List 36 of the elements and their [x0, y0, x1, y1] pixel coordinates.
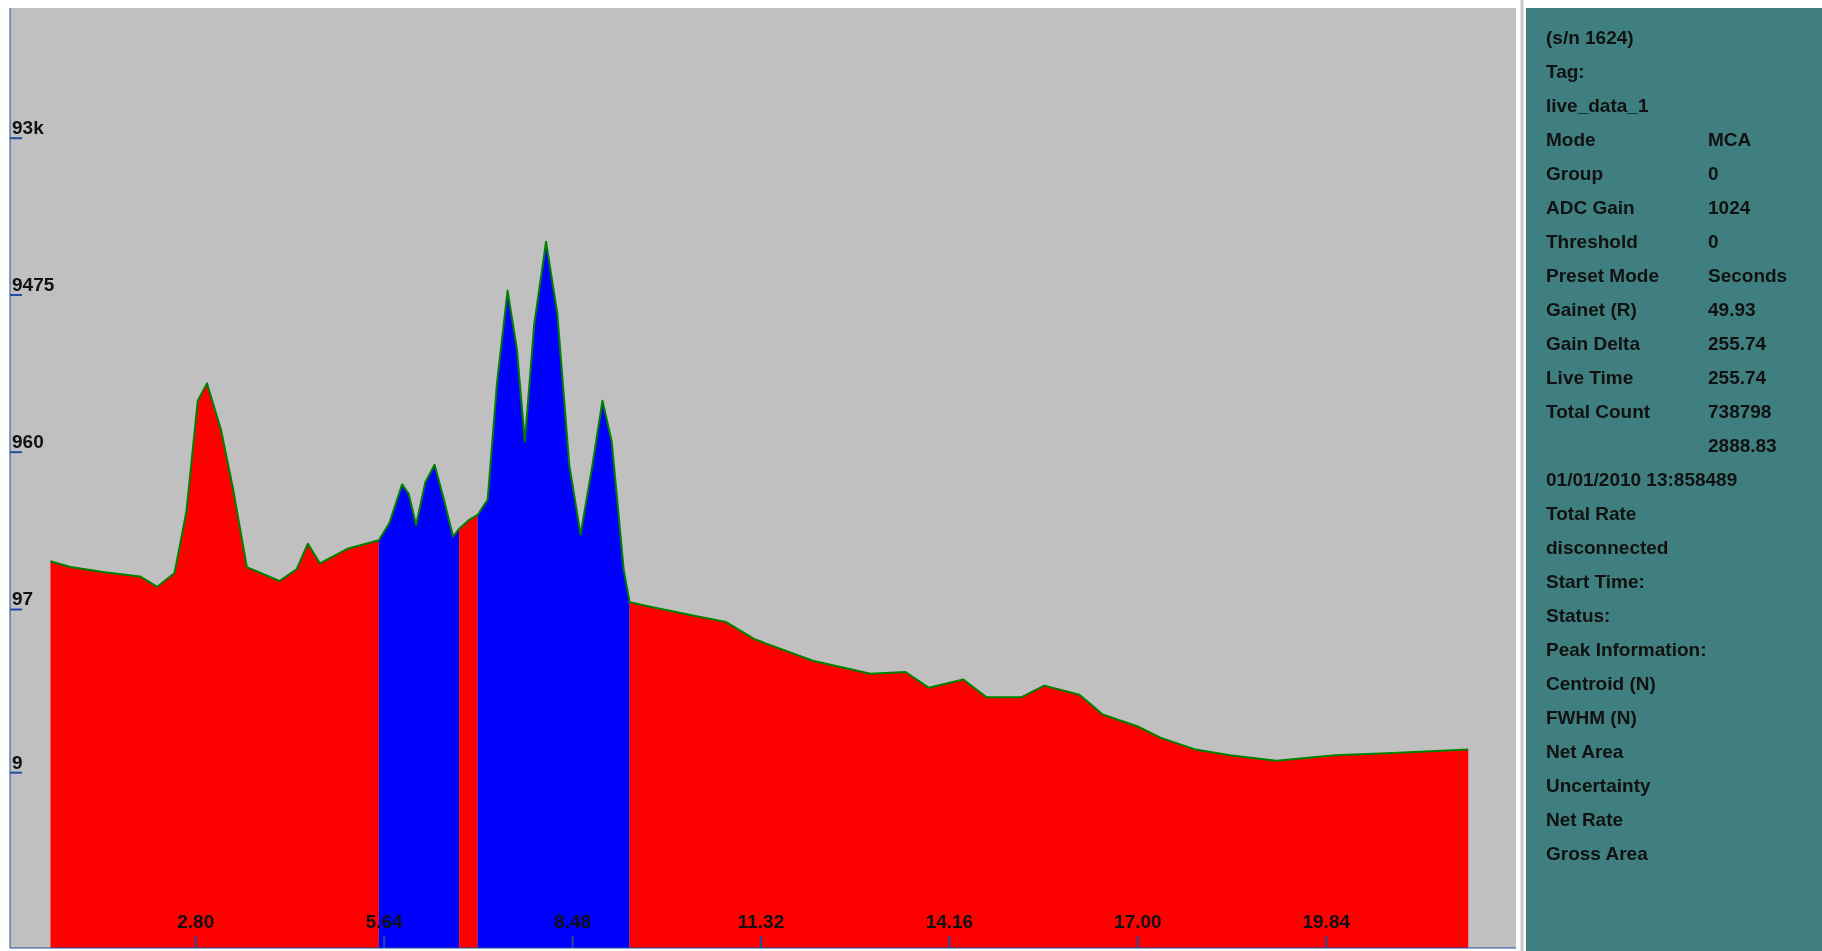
x-tick-label: 17.00: [1114, 911, 1162, 932]
text: Total Rate: [1546, 503, 1637, 524]
text: Status:: [1546, 605, 1611, 626]
x-tick-label: 14.16: [925, 911, 974, 932]
y-tick-label: 960: [12, 431, 44, 453]
x-tick-label: 2.80: [177, 911, 215, 932]
text: 2888.83: [1708, 435, 1777, 456]
text: Net Rate: [1546, 809, 1624, 830]
text: Centroid (N): [1546, 673, 1656, 694]
text: Preset Mode Seconds: [1546, 265, 1788, 286]
text: Gainet (R) 49.93: [1546, 299, 1756, 320]
y-tick-label: 9475: [12, 274, 55, 295]
y-tick-label: 93k: [12, 117, 45, 139]
text: Gain Delta 255.74: [1546, 333, 1767, 354]
text: live_data_1: [1546, 95, 1649, 116]
text: Group 0: [1546, 163, 1719, 184]
text: FWHM (N): [1546, 707, 1637, 728]
text: Tag:: [1546, 61, 1585, 82]
text: 01/01/2010 13:858489: [1546, 469, 1738, 490]
x-tick-label: 8.48: [554, 911, 592, 932]
text: Mode MCA: [1546, 129, 1752, 150]
text: ADC Gain 1024: [1546, 197, 1751, 218]
text: Start Time:: [1546, 571, 1645, 592]
text: Live Time 255.74: [1546, 367, 1767, 388]
text: Gross Area: [1546, 843, 1649, 864]
text: Peak Information:: [1546, 639, 1707, 660]
x-tick-label: 19.84: [1302, 911, 1351, 932]
text: Net Area: [1546, 741, 1624, 762]
text: disconnected: [1546, 537, 1669, 558]
y-tick-label: 9: [12, 751, 23, 773]
text: Uncertainty: [1546, 775, 1651, 796]
text: Total Count 738798: [1546, 401, 1772, 422]
y-tick-label: 97: [12, 588, 34, 610]
text: Threshold 0: [1546, 231, 1719, 252]
x-tick-label: 11.32: [737, 911, 785, 932]
text: (s/n 1624): [1546, 27, 1634, 48]
